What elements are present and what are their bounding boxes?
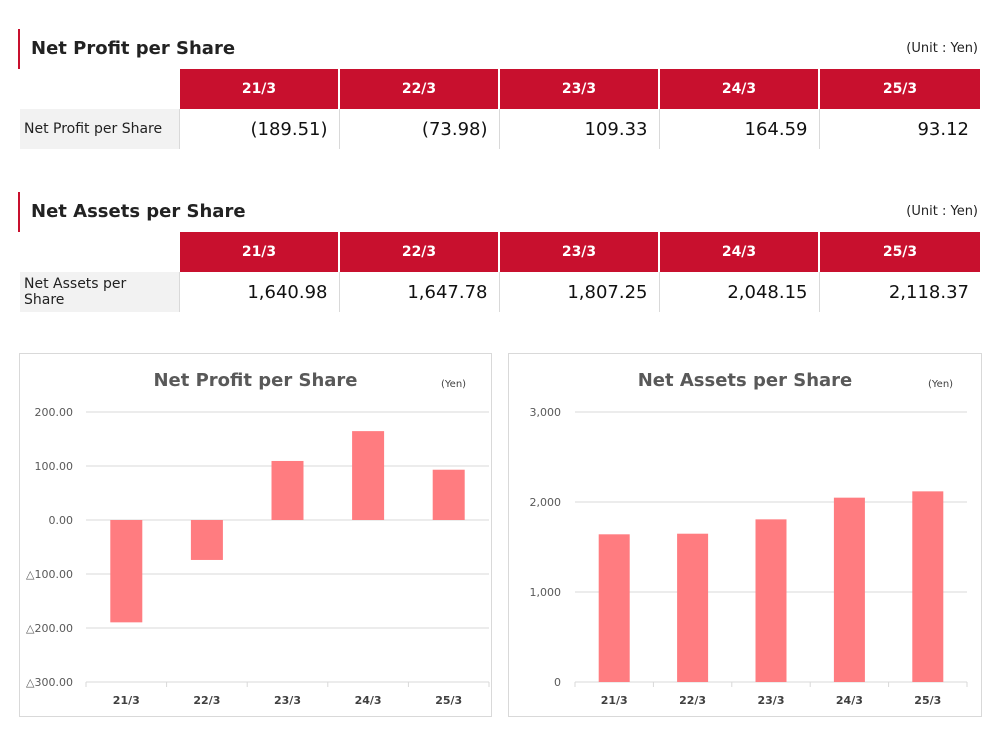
bar-21-3 [110, 520, 143, 623]
value-cell: (73.98) [338, 109, 499, 149]
header-cell: 22/3 [338, 232, 499, 272]
y-tick-label: 2,000 [530, 496, 562, 509]
profit-table: 21/3 22/3 23/3 24/3 25/3 Net Profit per … [20, 69, 980, 149]
x-tick-label: 25/3 [435, 694, 462, 707]
bar-23-3 [755, 519, 787, 682]
x-tick-label: 23/3 [274, 694, 301, 707]
table-header-row: 21/3 22/3 23/3 24/3 25/3 [20, 69, 980, 109]
value-cell: 2,048.15 [658, 272, 819, 312]
profit-section-title: Net Profit per Share [18, 29, 235, 69]
header-cell: 25/3 [818, 232, 980, 272]
y-tick-label: 0.00 [49, 514, 74, 527]
value-cell: 2,118.37 [818, 272, 980, 312]
x-tick-label: 23/3 [758, 694, 785, 707]
bar-21-3 [598, 534, 630, 682]
header-blank [20, 69, 179, 109]
y-tick-label: △100.00 [26, 568, 73, 581]
y-tick-label: 200.00 [35, 406, 74, 419]
header-cell: 25/3 [818, 69, 980, 109]
value-cell: 109.33 [498, 109, 659, 149]
x-tick-label: 22/3 [193, 694, 220, 707]
assets-table: 21/3 22/3 23/3 24/3 25/3 Net Assets per … [20, 232, 980, 312]
assets-unit-label: (Unit : Yen) [906, 204, 978, 219]
header-cell: 24/3 [658, 69, 819, 109]
value-cell: 1,807.25 [498, 272, 659, 312]
header-cell: 23/3 [498, 69, 659, 109]
assets-section-title: Net Assets per Share [18, 192, 246, 232]
y-tick-label: 0 [554, 676, 561, 689]
assets-chart-panel: Net Assets per Share (Yen) 3,000 2,000 1,0… [508, 353, 982, 717]
x-tick-label: 25/3 [914, 694, 941, 707]
table-header-row: 21/3 22/3 23/3 24/3 25/3 [20, 232, 980, 272]
assets-chart-svg: 3,000 2,000 1,000 0 21/3 22/3 23/3 24/3 25/3 [530, 406, 968, 707]
bar-22-3 [677, 533, 709, 682]
value-cell: 93.12 [818, 109, 980, 149]
x-tick-label: 24/3 [355, 694, 382, 707]
header-cell: 21/3 [178, 232, 339, 272]
profit-chart-unit: (Yen) [441, 379, 467, 390]
profit-unit-label: (Unit : Yen) [906, 41, 978, 56]
bar-25-3 [912, 491, 944, 682]
assets-chart-title: Net Assets per Share [637, 370, 853, 391]
table-row: Net Assets per Share 1,640.98 1,647.78 1… [20, 272, 980, 312]
bar-24-3 [352, 431, 385, 520]
value-cell: 1,647.78 [338, 272, 499, 312]
header-cell: 22/3 [338, 69, 499, 109]
bar-23-3 [271, 460, 304, 520]
value-cell: (189.51) [178, 109, 339, 149]
y-tick-label: △200.00 [26, 622, 73, 635]
x-tick-label: 21/3 [113, 694, 140, 707]
row-label: Net Profit per Share [20, 109, 179, 149]
bar-25-3 [432, 469, 465, 520]
y-tick-label: 100.00 [35, 460, 74, 473]
profit-chart-title: Net Profit per Share [153, 370, 358, 391]
bar-24-3 [833, 497, 865, 682]
header-cell: 21/3 [178, 69, 339, 109]
x-tick-label: 21/3 [601, 694, 628, 707]
y-tick-label: 3,000 [530, 406, 562, 419]
bar-22-3 [190, 520, 223, 560]
header-cell: 23/3 [498, 232, 659, 272]
x-tick-label: 24/3 [836, 694, 863, 707]
header-blank [20, 232, 179, 272]
header-cell: 24/3 [658, 232, 819, 272]
profit-chart-svg: 200.00 100.00 0.00 △100.00 △200.00 △300.00 21/… [26, 406, 490, 707]
y-tick-label: 1,000 [530, 586, 562, 599]
table-row: Net Profit per Share (189.51) (73.98) 10… [20, 109, 980, 149]
value-cell: 164.59 [658, 109, 819, 149]
profit-chart-panel: Net Profit per Share (Yen) 200.00 100.00 0… [19, 353, 492, 717]
assets-chart-unit: (Yen) [928, 379, 954, 390]
value-cell: 1,640.98 [178, 272, 339, 312]
row-label: Net Assets per Share [20, 272, 179, 312]
y-tick-label: △300.00 [26, 676, 73, 689]
x-tick-label: 22/3 [679, 694, 706, 707]
